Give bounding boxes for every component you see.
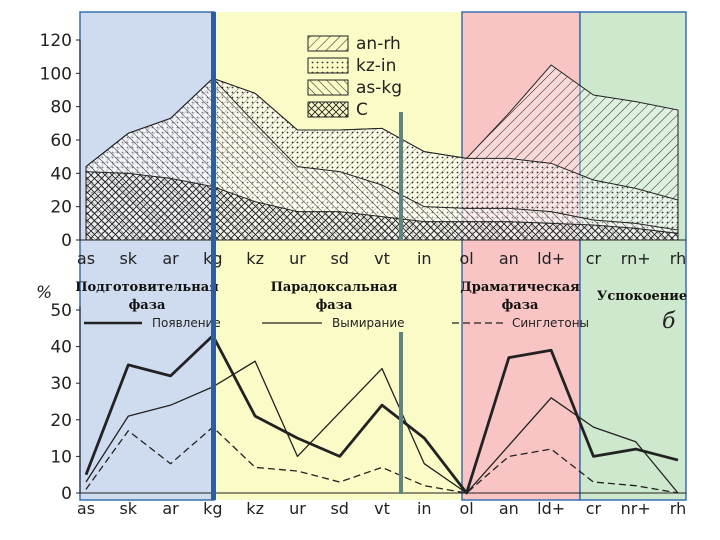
phase-calming-label: Успокоение: [597, 289, 687, 304]
legend-label-an-rh: an-rh: [356, 34, 401, 54]
bottom-x-tick-label: ur: [289, 499, 306, 518]
top-x-tick-label: an: [499, 249, 519, 268]
phase-dramatic-line2: фаза: [502, 298, 539, 313]
bottom-y-tick-label: 30: [50, 374, 72, 394]
phase-divider-kg: [211, 12, 216, 500]
top-y-tick-label: 120: [40, 31, 72, 51]
bottom-x-tick-label: ld+: [537, 499, 565, 518]
top-x-tick-label: vt: [374, 249, 390, 268]
legend-swatch-kz-in: [307, 57, 349, 74]
phase-paradoxical-line2: фаза: [316, 298, 353, 313]
bottom-y-tick-label: 10: [50, 447, 72, 467]
legend-label-as-kg: as-kg: [356, 78, 402, 98]
bottom-x-tick-label: nr+: [621, 499, 651, 518]
top-x-tick-label: sd: [330, 249, 349, 268]
legend-swatch-c: [307, 101, 349, 118]
bottom-x-tick-label: cr: [586, 499, 602, 518]
top-x-tick-label: ld+: [537, 249, 565, 268]
top-x-tick-label: rh: [670, 249, 686, 268]
top-x-tick-label: rn+: [621, 249, 651, 268]
legend-label-extinction: Вымирание: [332, 316, 405, 330]
bottom-y-tick-label: 50: [50, 301, 72, 321]
phase-preparatory-line2: фаза: [129, 298, 166, 313]
top-x-tick-label: ur: [289, 249, 306, 268]
top-x-tick-label: sk: [119, 249, 137, 268]
top-x-tick-label: kz: [246, 249, 264, 268]
area-c: [85, 171, 679, 241]
bottom-x-tick-label: an: [499, 499, 519, 518]
phase-band-calming: [579, 11, 687, 501]
bottom-x-tick-label: rh: [670, 499, 686, 518]
top-y-tick-label: 80: [50, 98, 72, 118]
bottom-x-tick-label: kz: [246, 499, 264, 518]
line-legend: Появление Вымирание Синглетоны б: [84, 309, 676, 334]
bottom-x-tick-label: sk: [119, 499, 137, 518]
top-x-tick-label: in: [417, 249, 432, 268]
bottom-x-tick-label: kg: [203, 499, 222, 518]
top-x-tick-label: ar: [162, 249, 179, 268]
panel-mark: б: [662, 309, 676, 334]
area-legend: an-rh kz-in as-kg C: [307, 34, 402, 120]
phase-dramatic-line1: Драматическая: [460, 280, 580, 295]
bottom-x-tick-label: ol: [459, 499, 473, 518]
bottom-y-tick-label: 40: [50, 338, 72, 358]
top-y-tick-label: 40: [50, 164, 72, 184]
legend-label-kz-in: kz-in: [356, 56, 396, 76]
top-y-tick-label: 60: [50, 131, 72, 151]
legend-swatch-an-rh: [307, 35, 349, 52]
phase-band-preparatory: [79, 11, 215, 501]
phase-preparatory-line1: Подготовительная: [75, 280, 219, 295]
phase-divider-in-bottom: [399, 332, 403, 494]
bottom-y-tick-label: 0: [61, 484, 72, 504]
top-x-tick-label: ol: [459, 249, 473, 268]
top-y-tick-label: 100: [40, 64, 72, 84]
legend-label-appearance: Появление: [152, 316, 221, 330]
bottom-x-tick-label: as: [77, 499, 95, 518]
bottom-x-tick-label: in: [417, 499, 432, 518]
bottom-x-tick-label: ar: [162, 499, 179, 518]
bottom-x-tick-label: vt: [374, 499, 390, 518]
percent-label: %: [36, 283, 52, 303]
legend-label-c: C: [356, 100, 368, 120]
line-series-dashed: [85, 426, 679, 494]
top-x-tick-label: cr: [586, 249, 602, 268]
legend-label-singletons: Синглетоны: [512, 316, 589, 330]
top-y-tick-label: 20: [50, 198, 72, 218]
bottom-y-tick-label: 20: [50, 411, 72, 431]
legend-swatch-as-kg: [307, 79, 349, 96]
phase-divider-in-top: [399, 112, 403, 240]
phase-paradoxical-line1: Парадоксальная: [271, 280, 398, 295]
bottom-x-tick-label: sd: [330, 499, 349, 518]
top-y-tick-label: 0: [61, 231, 72, 251]
top-x-tick-label: as: [77, 249, 95, 268]
